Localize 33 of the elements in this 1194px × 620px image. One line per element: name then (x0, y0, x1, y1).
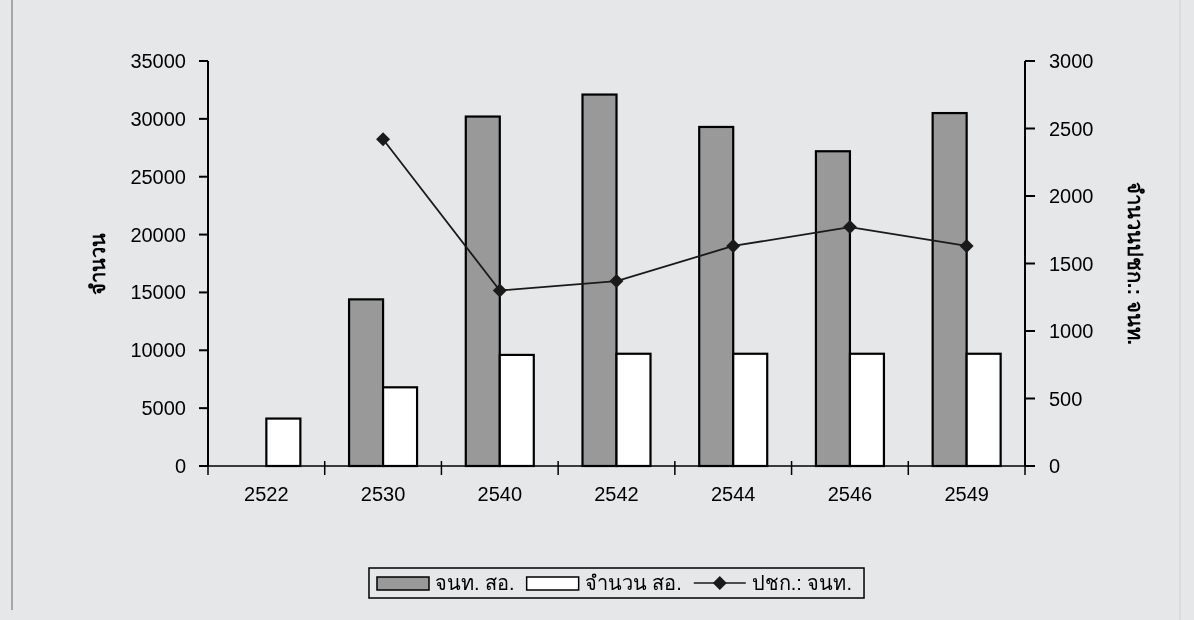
y2-axis-title: จำนวนปชก.: จนท. (1124, 181, 1146, 346)
x-tick-label: 2546 (827, 483, 873, 505)
point (492, 283, 507, 298)
y2-tick-label: 500 (1049, 387, 1083, 410)
y-tick-label: 10000 (130, 339, 186, 362)
y2-tick-label: 1500 (1049, 252, 1094, 275)
y2-tick-label: 2000 (1049, 185, 1094, 207)
y2-tick-label: 0 (1049, 455, 1061, 477)
x-tick-label: 2549 (944, 483, 989, 505)
legend-label: จำนวน สอ. (584, 572, 682, 594)
x-tick-label: 2544 (710, 483, 756, 505)
legend-label: จนท. สอ. (434, 572, 515, 594)
x-tick-label: 2522 (244, 483, 289, 505)
y2-tick-label: 3000 (1049, 50, 1094, 72)
x-tick-label: 2530 (360, 483, 406, 505)
point (376, 132, 391, 147)
point (726, 238, 741, 253)
y-tick-label: 20000 (130, 223, 186, 246)
point (842, 220, 857, 235)
y2-tick-label: 1000 (1049, 320, 1094, 342)
y-tick-label: 30000 (130, 107, 186, 130)
x-tick-label: 2540 (477, 483, 523, 505)
legend-label: ปชก.: จนท. (751, 572, 853, 594)
y-tick-label: 5000 (141, 397, 186, 420)
y2-tick-label: 2500 (1049, 117, 1094, 140)
y-tick-label: 25000 (130, 165, 186, 188)
y-tick-label: 35000 (130, 50, 186, 72)
point (609, 274, 624, 289)
y-axis-title: จำนวน (87, 232, 109, 295)
x-tick-label: 2542 (594, 483, 639, 505)
point (959, 238, 974, 253)
y-tick-label: 0 (174, 455, 186, 477)
y-tick-label: 15000 (130, 281, 186, 304)
